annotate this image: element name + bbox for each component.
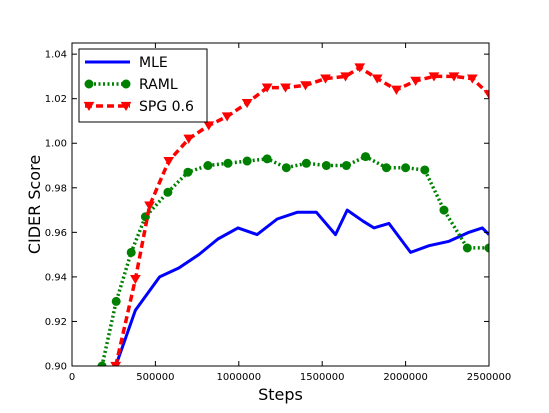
data-point-raml <box>163 187 173 197</box>
x-tick-label: 2000000 <box>383 372 428 383</box>
y-tick-label: 1.04 <box>45 50 67 61</box>
data-point-spg-0-6 <box>354 63 366 73</box>
data-point-raml <box>281 163 291 173</box>
series-layer <box>97 63 489 366</box>
legend-label-raml: RAML <box>139 77 178 93</box>
data-point-spg-0-6 <box>261 83 273 93</box>
data-point-spg-0-6 <box>466 74 478 84</box>
data-point-raml <box>439 205 449 215</box>
data-point-spg-0-6 <box>483 90 489 100</box>
data-point-raml <box>97 361 107 366</box>
ticks-layer: 0 500000 1000000 1500000 2000000 2500000 0.90 0… <box>45 43 512 383</box>
y-axis-label: CIDER Score <box>25 155 44 254</box>
x-tick-label: 2500000 <box>467 372 512 383</box>
legend-label-mle: MLE <box>139 55 168 71</box>
legend-entry-spg-0-6: SPG 0.6 <box>83 99 194 115</box>
data-point-spg-0-6 <box>280 83 291 93</box>
data-point-spg-0-6 <box>320 74 331 84</box>
series-line-raml <box>100 154 489 366</box>
data-point-raml <box>361 152 371 162</box>
data-point-spg-0-6 <box>183 134 195 144</box>
data-point-raml <box>183 167 193 177</box>
legend: MLE RAML SPG 0.6 <box>78 48 208 123</box>
series-line-mle <box>114 208 489 366</box>
data-point-spg-0-6 <box>448 72 460 82</box>
data-point-raml <box>126 247 136 257</box>
x-tick-label: 500000 <box>136 372 174 383</box>
data-point-raml <box>341 161 351 171</box>
data-point-raml <box>301 158 311 168</box>
data-point-spg-0-6 <box>410 76 421 86</box>
data-point-raml <box>381 163 391 173</box>
data-point-spg-0-6 <box>391 85 402 95</box>
y-tick-label: 1.00 <box>45 139 67 150</box>
data-point-spg-0-6 <box>163 156 175 167</box>
x-tick-label: 1500000 <box>300 372 345 383</box>
data-point-raml <box>203 161 213 171</box>
data-point-spg-0-6 <box>144 201 155 211</box>
data-point-raml <box>223 158 233 168</box>
x-tick-label: 1000000 <box>217 372 262 383</box>
data-point-raml <box>242 156 252 166</box>
data-point-raml <box>262 154 272 164</box>
series-mle <box>114 208 489 366</box>
legend-marker-raml <box>84 79 94 89</box>
y-tick-label: 0.92 <box>45 317 67 328</box>
legend-marker-spg-0-6 <box>120 101 132 112</box>
data-point-raml <box>484 243 489 253</box>
data-point-spg-0-6 <box>221 112 233 122</box>
x-tick-label: 0 <box>69 372 75 383</box>
data-point-spg-0-6 <box>241 99 253 109</box>
plot-frame <box>71 42 490 367</box>
data-point-spg-0-6 <box>203 121 215 131</box>
y-tick-label: 1.02 <box>45 94 67 105</box>
data-point-spg-0-6 <box>428 72 440 82</box>
data-point-raml <box>462 243 472 253</box>
y-tick-label: 0.96 <box>45 228 67 239</box>
legend-entry-raml: RAML <box>84 77 178 93</box>
series-spg-0-6 <box>110 63 489 366</box>
data-point-spg-0-6 <box>110 361 122 366</box>
data-point-raml <box>401 163 411 173</box>
legend-marker-raml <box>121 79 131 89</box>
legend-entry-mle: MLE <box>85 55 168 71</box>
series-raml <box>97 152 489 366</box>
data-point-spg-0-6 <box>371 74 383 84</box>
legend-marker-spg-0-6 <box>83 101 95 112</box>
data-point-spg-0-6 <box>130 275 141 285</box>
y-tick-label: 0.98 <box>45 183 67 194</box>
data-point-spg-0-6 <box>300 81 311 91</box>
data-point-spg-0-6 <box>340 72 351 82</box>
y-tick-label: 0.94 <box>45 272 67 283</box>
y-tick-label: 0.90 <box>45 362 67 373</box>
data-point-raml <box>420 165 430 175</box>
data-point-raml <box>321 161 331 171</box>
data-point-raml <box>111 296 121 306</box>
legend-label-spg-0-6: SPG 0.6 <box>139 99 194 115</box>
x-axis-label: Steps <box>258 385 303 404</box>
